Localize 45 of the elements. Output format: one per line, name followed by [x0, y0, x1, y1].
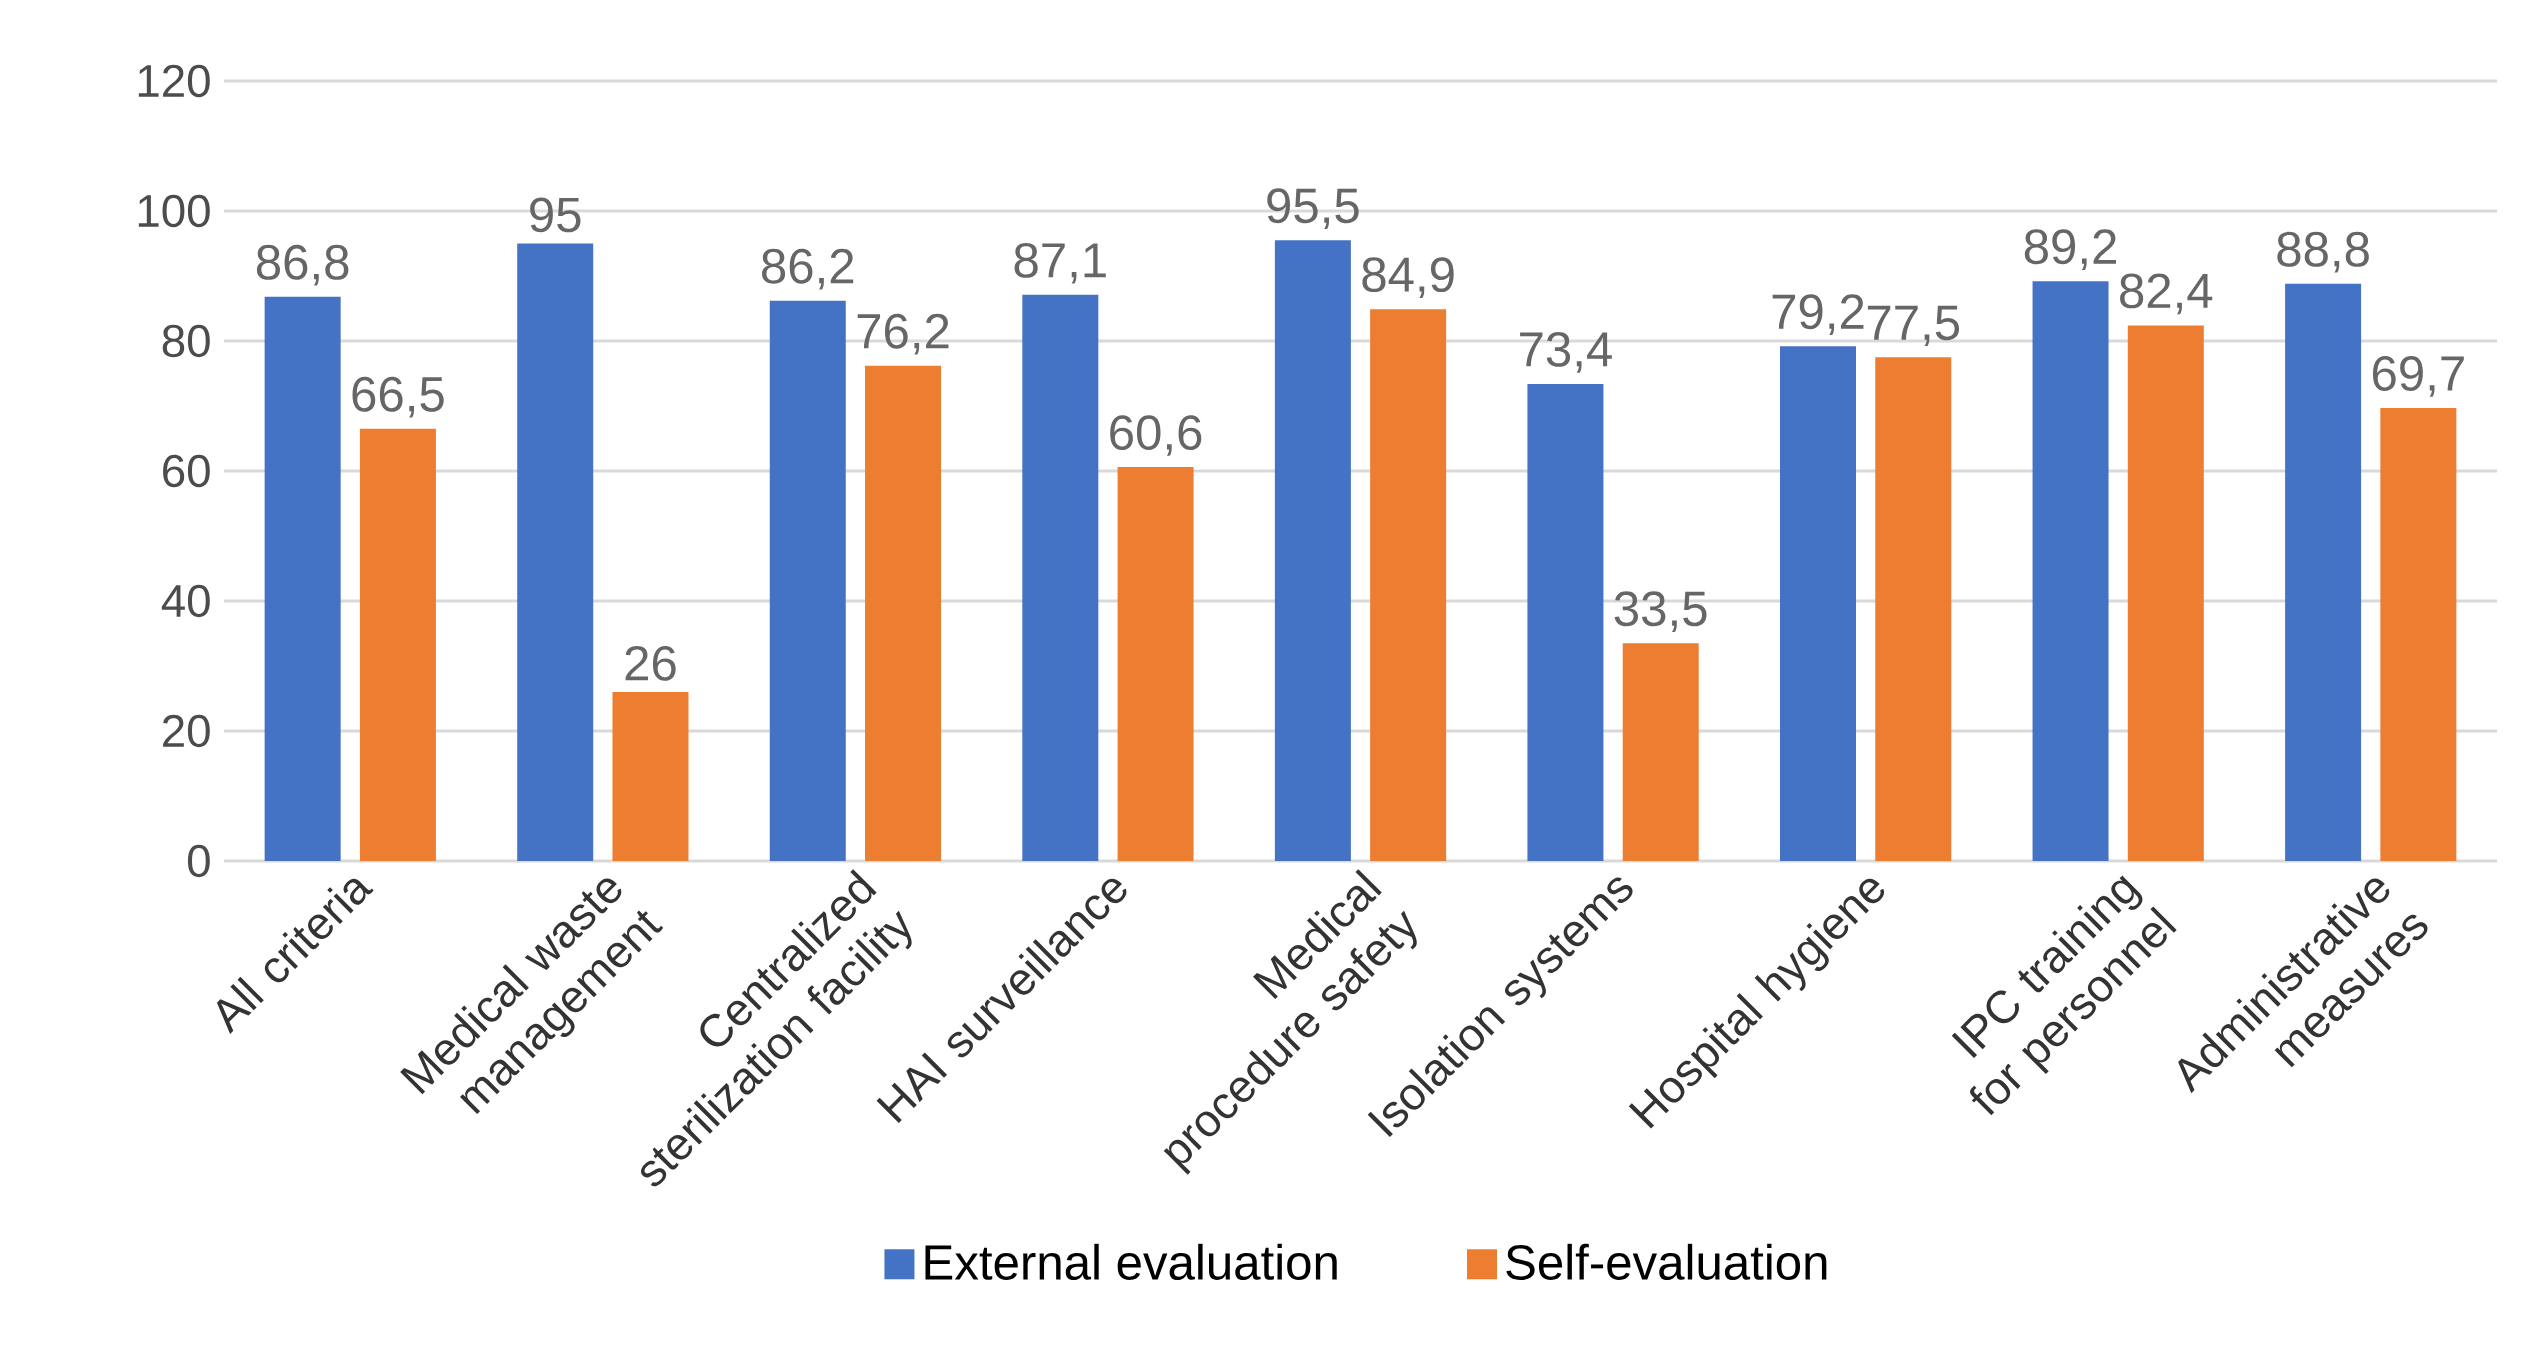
bar	[1875, 357, 1952, 862]
data-label: 88,8	[2277, 231, 2369, 273]
y-tick-label: 40	[161, 584, 210, 618]
y-tick-label: 80	[162, 324, 210, 358]
data-label: 60,6	[1110, 415, 1202, 456]
bar	[2032, 281, 2109, 862]
data-label: 66,5	[352, 376, 444, 418]
legend-label: External evaluation	[925, 1243, 1337, 1280]
bar	[2285, 283, 2362, 862]
bar	[1527, 383, 1604, 862]
bar	[612, 692, 689, 862]
legend-label: Self-evaluation	[1506, 1243, 1827, 1280]
data-label: 95	[530, 197, 581, 233]
data-label: 26	[625, 645, 676, 681]
data-label: 33,5	[1614, 591, 1707, 632]
bar	[359, 428, 436, 862]
data-label: 69,7	[2372, 356, 2464, 397]
bar	[865, 365, 942, 862]
data-label: 73,4	[1520, 331, 1612, 373]
bar	[1622, 643, 1699, 862]
data-label: 79,2	[1772, 294, 1864, 335]
bar	[1779, 346, 1856, 862]
bar	[1274, 240, 1351, 862]
data-label: 95,5	[1267, 188, 1359, 229]
bar	[1022, 294, 1099, 862]
bar	[2380, 407, 2457, 862]
data-label: 76,2	[857, 313, 949, 355]
data-label: 89,2	[2024, 229, 2116, 270]
bar	[1117, 467, 1194, 862]
y-tick-label: 120	[138, 64, 210, 98]
y-tick-label: 20	[163, 714, 210, 748]
data-label: 86,2	[762, 248, 854, 290]
data-label: 82,4	[2120, 273, 2213, 315]
data-label: 86,8	[256, 244, 349, 286]
data-label: 87,1	[1014, 242, 1106, 284]
bar	[2127, 325, 2204, 862]
data-label: 77,5	[1867, 305, 1960, 346]
bar	[1370, 309, 1447, 862]
bar	[517, 243, 594, 862]
y-tick-label: 60	[163, 454, 210, 488]
y-tick-label: 100	[138, 194, 210, 228]
bar	[769, 300, 846, 862]
y-tick-label: 0	[187, 844, 210, 878]
data-label: 84,9	[1362, 257, 1454, 298]
bar	[264, 296, 341, 862]
